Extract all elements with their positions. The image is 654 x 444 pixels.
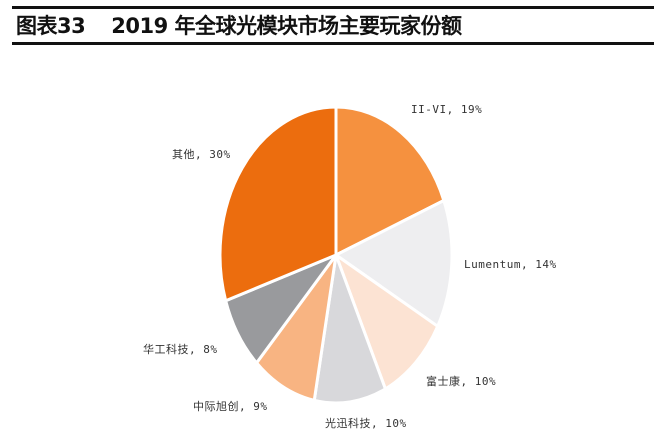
title-rule-bottom — [12, 42, 654, 45]
title-rule-top — [12, 6, 654, 9]
pie-slice-0 — [334, 105, 446, 257]
slice-label-others: 其他, 30% — [172, 148, 231, 161]
slice-label-hgtech: 华工科技, 8% — [143, 343, 218, 356]
pie-slice-2 — [334, 253, 440, 391]
slice-label-foxconn: 富士康, 10% — [426, 375, 497, 388]
slice-label-lumentum: Lumentum, 14% — [464, 258, 557, 271]
pie-slice-6 — [218, 105, 338, 303]
pie-slice-1 — [334, 199, 454, 328]
figure-title-text: 2019 年全球光模块市场主要玩家份额 — [111, 14, 462, 38]
pie-slice-3 — [312, 253, 387, 405]
slice-label-innolight: 中际旭创, 9% — [193, 400, 268, 413]
figure-title: 图表33 2019 年全球光模块市场主要玩家份额 — [16, 12, 462, 40]
figure-number: 图表33 — [16, 14, 86, 38]
slice-label-accelink: 光迅科技, 10% — [325, 417, 407, 430]
slice-label-ii-vi: II-VI, 19% — [411, 103, 483, 116]
